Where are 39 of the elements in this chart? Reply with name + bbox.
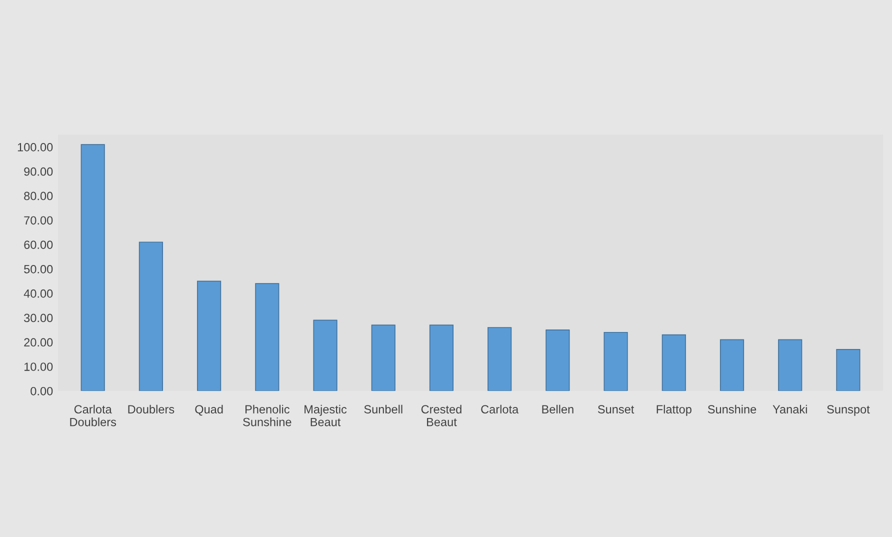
bar — [604, 332, 628, 391]
bar — [138, 242, 163, 391]
bar — [720, 339, 744, 391]
y-tick-label: 50.00 — [24, 264, 53, 274]
x-tick-label: Crested Beaut — [421, 404, 462, 426]
y-tick-label: 10.00 — [24, 362, 53, 371]
y-tick-label: 100.00 — [18, 143, 53, 152]
x-tick-label: Flattop — [656, 404, 692, 416]
x-tick-label: Sunshine — [708, 404, 756, 414]
bar — [488, 327, 512, 391]
x-tick-label: Quad — [195, 404, 223, 416]
x-tick-label: Bellen — [542, 404, 574, 414]
x-tick-label: Sunbell — [364, 404, 402, 414]
bar — [429, 324, 454, 391]
bar — [836, 349, 860, 391]
x-tick-label: Phenolic Sunshine — [243, 404, 292, 426]
x-tick-label: Carlota — [481, 404, 519, 414]
x-tick-label: Sunset — [598, 405, 634, 414]
x-tick-label: Carlota Doublers — [70, 404, 116, 426]
y-tick-label: 80.00 — [24, 192, 53, 200]
bar — [662, 334, 686, 391]
x-tick-label: Majestic Beaut — [304, 404, 347, 426]
bar — [778, 339, 802, 391]
y-tick-label: 70.00 — [24, 216, 53, 225]
bar — [546, 330, 570, 391]
x-tick-label: Doublers — [128, 404, 174, 414]
bar — [197, 280, 222, 391]
bar — [371, 324, 396, 391]
bar — [255, 283, 280, 391]
x-tick-label: Yanaki — [772, 404, 807, 414]
y-tick-label: 20.00 — [24, 338, 53, 347]
y-tick-label: 30.00 — [24, 314, 53, 322]
y-tick-label: 0.00 — [30, 386, 53, 396]
y-tick-label: 40.00 — [24, 289, 53, 298]
y-tick-label: 60.00 — [24, 240, 53, 249]
bar — [313, 320, 338, 391]
y-tick-label: 90.00 — [24, 167, 53, 176]
x-tick-label: Sunspot — [827, 405, 870, 416]
bar — [80, 144, 105, 391]
